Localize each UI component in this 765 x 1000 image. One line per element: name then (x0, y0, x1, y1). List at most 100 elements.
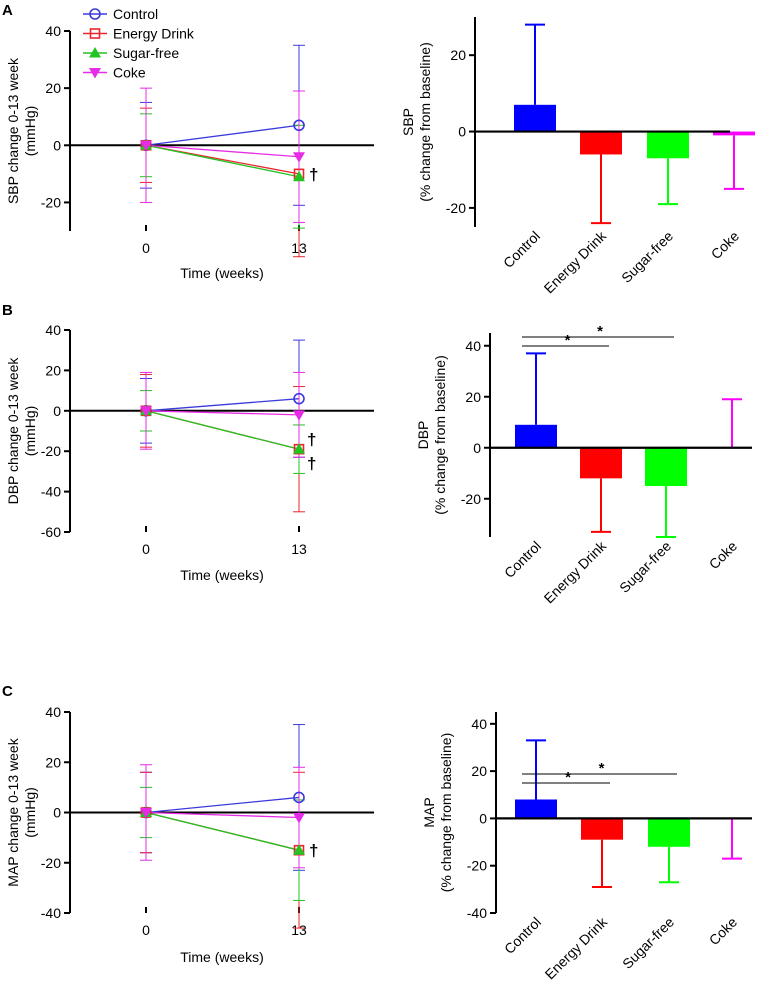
x-axis-title: Time (weeks) (180, 949, 264, 965)
bar-sugar-free (648, 818, 690, 884)
x-category-label: Control (501, 914, 544, 957)
legend-label: Energy Drink (113, 26, 195, 42)
bar-chart-b: -20 0 20 40 DBP(% change from baseline) Contr… (415, 323, 752, 606)
data-point-triangle-up (293, 443, 305, 454)
bar-rect (647, 131, 689, 159)
significance-star: * (565, 769, 571, 786)
x-category-label: Control (501, 538, 544, 581)
bar-chart-c: -40 -20 0 20 40 MAP(% change from baseline) Co… (421, 712, 752, 982)
series-line (145, 811, 300, 851)
x-category-label: Control (500, 228, 543, 271)
y-tick-label: -20 (467, 858, 487, 874)
y-tick-label: -20 (446, 200, 466, 216)
panel-letter: B (2, 302, 13, 319)
y-tick-label: 0 (53, 805, 61, 821)
x-category-label: Energy Drink (542, 913, 611, 982)
y-tick-label: 40 (471, 716, 487, 732)
bar-sugar-free (647, 131, 689, 206)
bar-rect (713, 131, 755, 136)
bar-rect (581, 818, 623, 840)
data-point-triangle-down (293, 410, 305, 421)
bar-rect (580, 447, 622, 479)
y-tick-label: 0 (473, 440, 481, 456)
legend-entry-energy-drink: Energy Drink (83, 26, 195, 42)
series-sugar-free (140, 390, 305, 474)
x-tick-label: 13 (291, 541, 307, 557)
y-tick-label: 20 (465, 389, 481, 405)
bar-energy-drink (581, 818, 623, 888)
y-tick-label: 40 (45, 704, 61, 720)
data-point-triangle-up (293, 844, 305, 855)
bar-rect (514, 104, 556, 132)
bar-rect (580, 131, 622, 155)
x-category-label: Coke (706, 538, 741, 573)
bar-energy-drink (580, 131, 622, 225)
x-category-label: Sugar-free (619, 914, 677, 972)
data-point-triangle-up (293, 170, 305, 182)
x-tick-label: 13 (291, 922, 307, 938)
x-category-label: Coke (706, 914, 741, 949)
series-coke (140, 87, 305, 223)
bar-chart-a: -20 0 20 SBP(% change from baseline) Control… (400, 17, 755, 296)
significance-dagger: † (307, 454, 316, 473)
y-tick-label: -40 (41, 905, 61, 921)
series-energy-drink (140, 90, 305, 258)
x-category-label: Energy Drink (541, 537, 610, 606)
legend-entry-sugar-free: Sugar-free (83, 45, 179, 61)
bar-coke (722, 818, 742, 860)
series-energy-drink (140, 373, 305, 513)
series-line (145, 410, 300, 416)
bar-control (515, 739, 557, 819)
y-tick-label: 20 (45, 754, 61, 770)
series-line (145, 811, 300, 819)
legend-label: Control (113, 6, 158, 22)
y-axis-title: DBP change 0-13 week(mmHg) (5, 357, 38, 505)
series-line (145, 796, 300, 814)
y-tick-label: 0 (53, 137, 61, 153)
line-chart-c: C -40 -20 0 20 40 0 13 Time (weeks) MAP change 0-… (2, 683, 374, 965)
legend-label: Sugar-free (113, 45, 179, 61)
bar-coke (722, 398, 742, 448)
x-category-label: Sugar-free (616, 538, 674, 596)
y-tick-label: 20 (471, 763, 487, 779)
data-point-triangle-down (140, 140, 152, 152)
y-tick-label: 0 (479, 810, 487, 826)
significance-star: * (565, 332, 571, 349)
bar-energy-drink (580, 447, 622, 533)
y-tick-label: -20 (461, 491, 481, 507)
y-axis-title: SBP change 0-13 week(mmHg) (5, 57, 38, 204)
legend-marker-square-icon (89, 28, 101, 39)
bar-control (514, 23, 556, 132)
y-tick-label: -20 (41, 443, 61, 459)
x-tick-label: 0 (142, 240, 150, 256)
y-tick-label: -40 (467, 905, 487, 921)
legend: Control Energy Drink Sugar-free Coke (83, 6, 195, 81)
bar-rect (645, 447, 687, 486)
series-line (145, 144, 300, 178)
significance-star: * (597, 323, 603, 340)
legend-entry-coke: Coke (83, 65, 146, 81)
data-point-triangle-down (293, 152, 305, 163)
y-tick-label: 40 (45, 322, 61, 338)
x-tick-label: 0 (142, 541, 150, 557)
significance-dagger: † (307, 430, 316, 449)
y-tick-label: 20 (450, 47, 466, 63)
y-tick-label: -20 (41, 194, 61, 210)
data-point-circle (293, 119, 305, 132)
series-control (140, 44, 305, 206)
bar-coke (713, 131, 755, 190)
bar-rect (648, 818, 690, 847)
legend-marker-triangle-up-icon (89, 47, 101, 58)
y-tick-label: -20 (41, 855, 61, 871)
series-line (145, 398, 300, 412)
x-category-label: Sugar-free (618, 228, 676, 286)
series-energy-drink (140, 771, 305, 929)
x-axis-title: Time (weeks) (180, 265, 264, 281)
bar-rect (515, 424, 557, 448)
significance-dagger: † (309, 841, 318, 860)
series-control (140, 339, 305, 458)
y-tick-label: -40 (41, 484, 61, 500)
series-control (140, 724, 305, 871)
legend-marker-triangle-down-icon (89, 68, 101, 79)
